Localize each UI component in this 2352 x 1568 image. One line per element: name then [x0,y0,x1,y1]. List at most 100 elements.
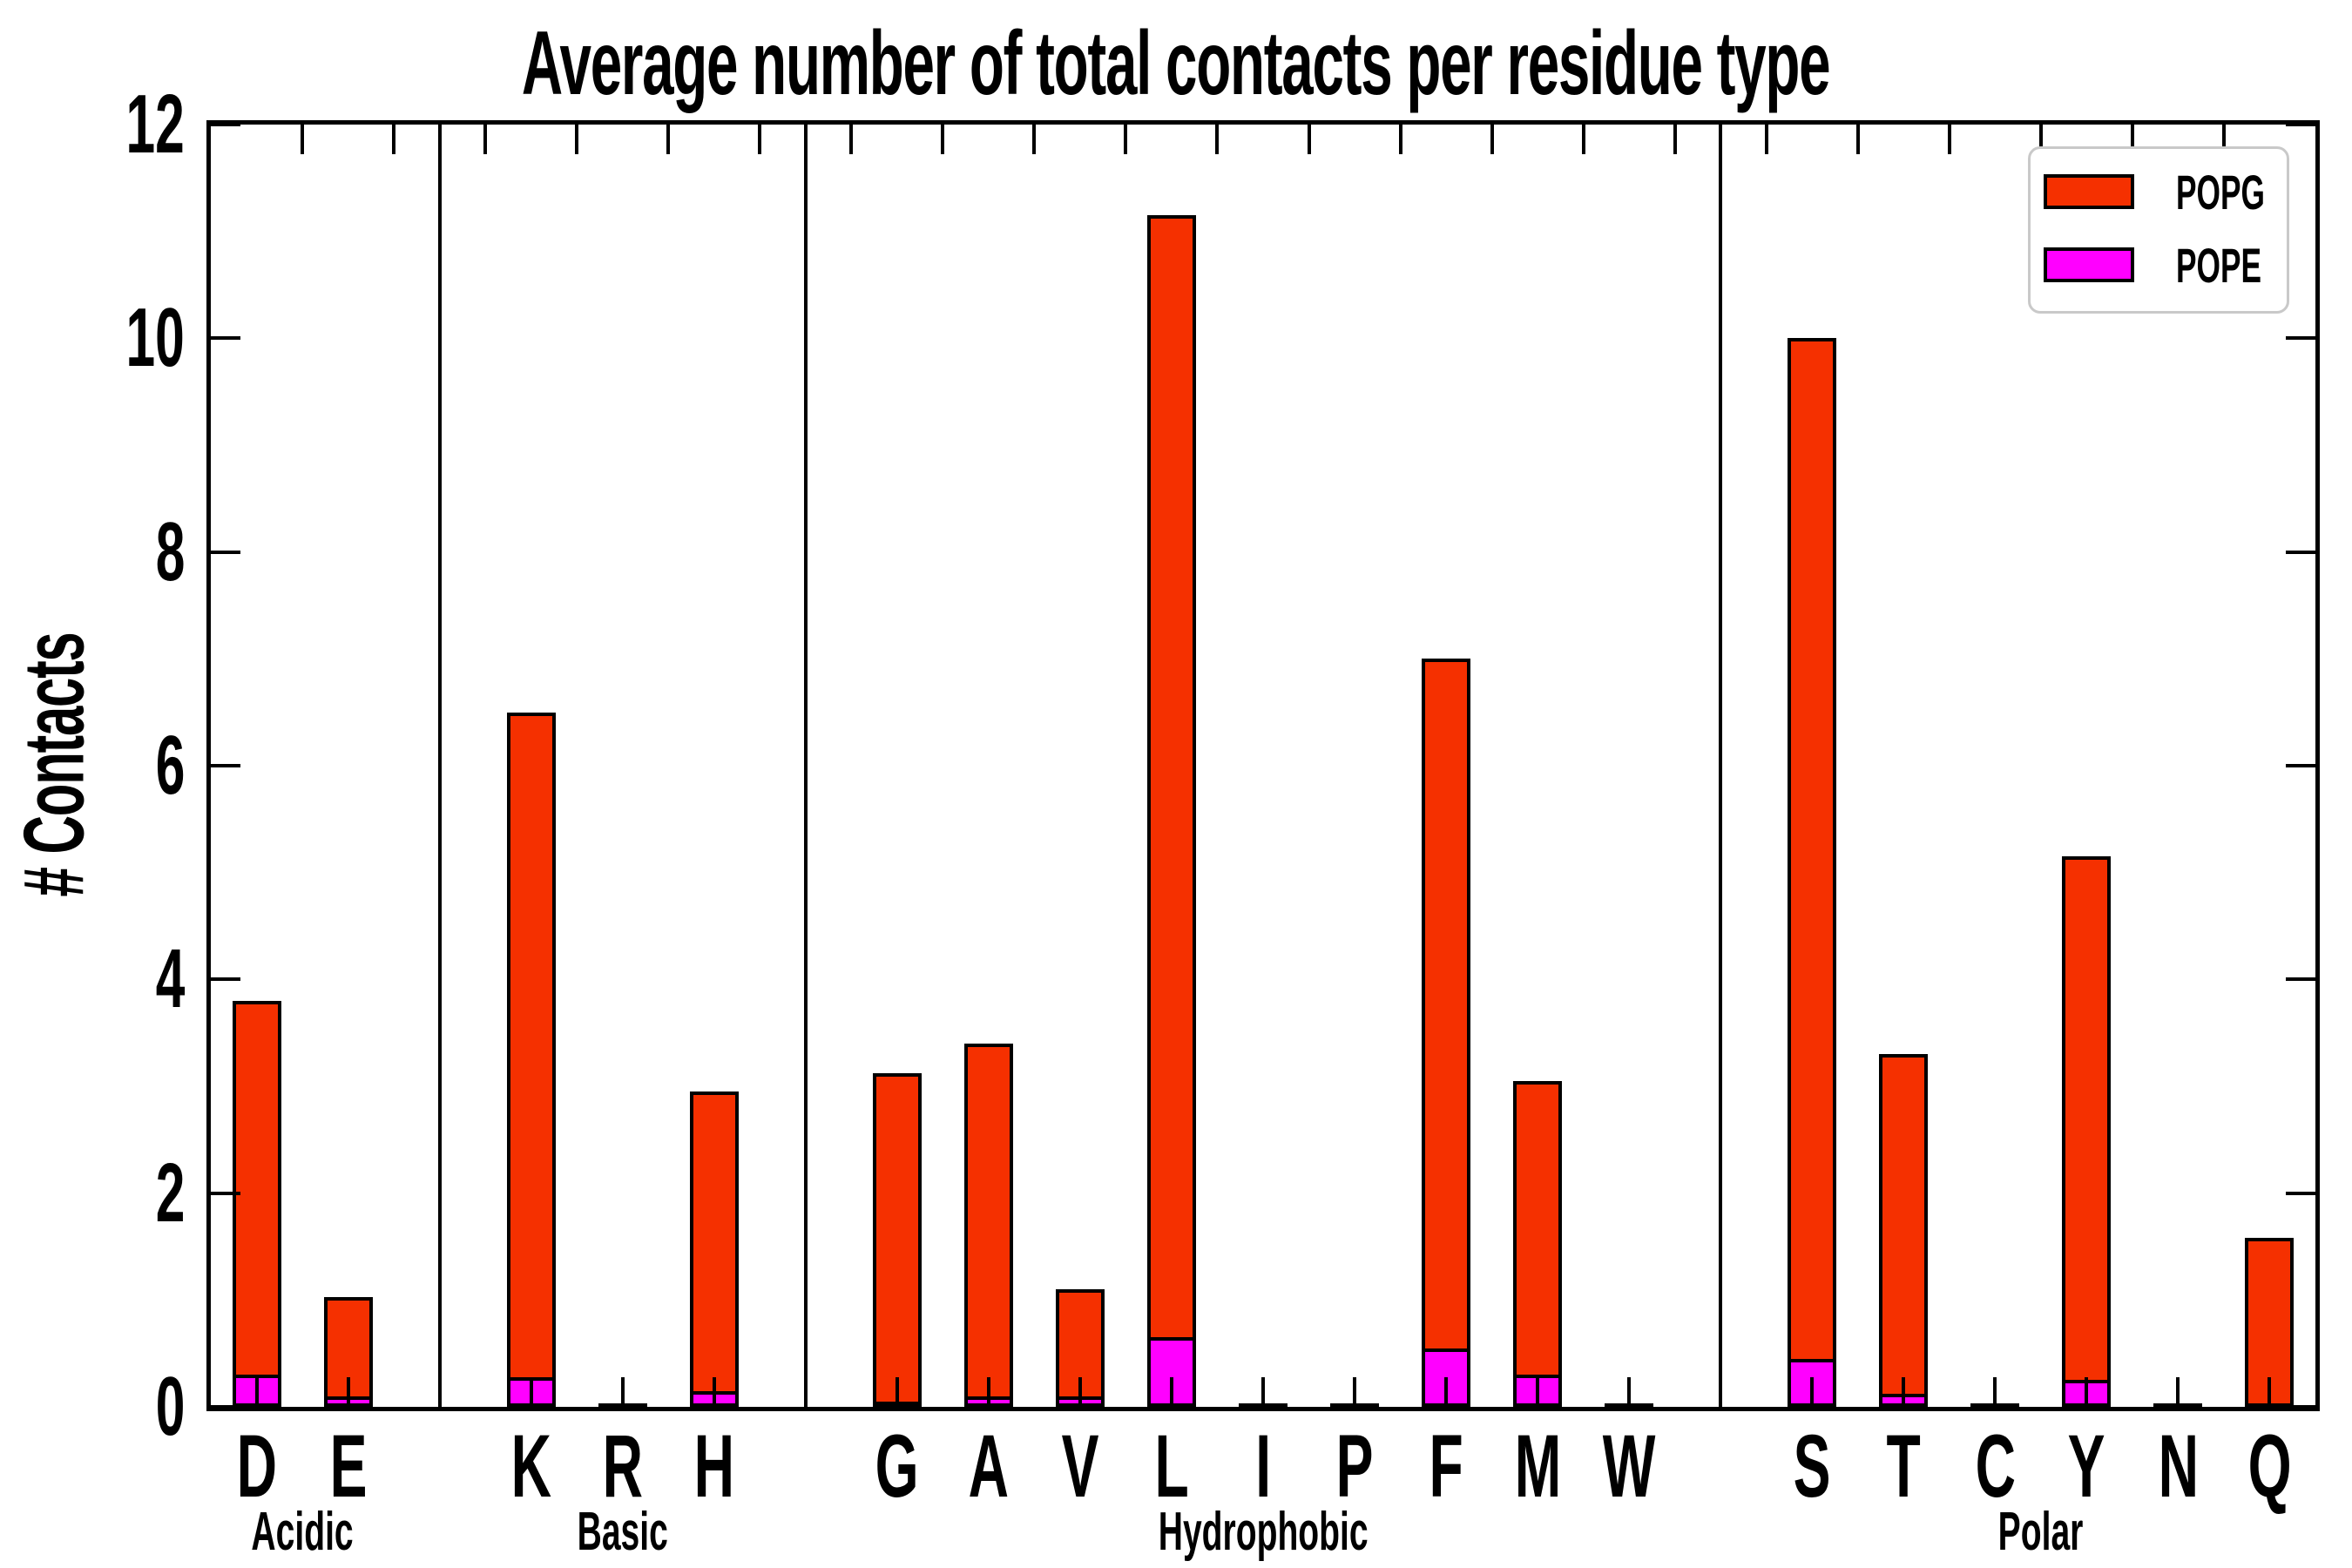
legend-row-pope: POPE [2044,238,2287,293]
bar-segment-popg-A [963,1043,1013,1396]
top-tick-8 [941,125,945,154]
top-tick-18 [1855,125,1860,154]
group-separator-1 [803,125,808,1407]
y-tick-label-text: 0 [155,1360,185,1453]
top-tick-22 [2221,125,2226,154]
top-tick-6 [758,125,762,154]
x-tick-T [1902,1377,1906,1407]
x-tick-H [712,1377,716,1407]
x-tick-M [1536,1377,1540,1407]
top-tick-12 [1307,125,1311,154]
top-tick-3 [483,125,488,154]
x-label-F: F [1350,1418,1542,1514]
x-tick-Q [2268,1377,2272,1407]
bar-segment-popg-M [1513,1080,1563,1375]
x-label-text: R [602,1416,643,1516]
y-tick-label-2: 2 [0,1141,185,1246]
bar-segment-popg-F [1422,659,1471,1348]
x-label-T: T [1808,1418,1999,1514]
group-label-polar: Polar [1780,1502,2302,1563]
x-label-text: I [1255,1416,1271,1516]
y-tick-left-12 [211,123,240,126]
x-label-Q: Q [2173,1418,2352,1514]
x-tick-R [620,1377,625,1407]
y-tick-right-12 [2286,123,2315,126]
bar-segment-popg-S [1788,338,1837,1359]
x-label-text: L [1154,1416,1189,1516]
x-label-G: G [801,1418,993,1514]
x-tick-P [1353,1377,1357,1407]
x-label-text: H [693,1416,734,1516]
legend-label-text: POPG [2176,164,2265,220]
top-tick-14 [1490,125,1494,154]
y-tick-right-4 [2286,977,2315,982]
y-tick-label-6: 6 [0,713,185,818]
legend-swatch-popg [2044,174,2134,209]
x-label-text: E [329,1416,367,1516]
x-tick-E [346,1377,350,1407]
top-tick-9 [1032,125,1037,154]
top-tick-2 [392,125,396,154]
chart-title: Average number of total contacts per res… [0,12,2352,116]
y-tick-right-6 [2286,764,2315,767]
x-label-V: V [984,1418,1176,1514]
x-tick-A [986,1377,990,1407]
bar-segment-popg-Y [2062,856,2112,1381]
group-label-text: Polar [1998,1502,2084,1562]
x-label-text: D [236,1416,277,1516]
legend-label-pope: POPE [2176,237,2312,294]
y-tick-label-4: 4 [0,927,185,1031]
bar-segment-popg-K [506,712,556,1377]
x-label-text: T [1886,1416,1921,1516]
y-tick-label-text: 10 [125,291,185,385]
bar-segment-popg-G [872,1073,922,1402]
x-label-N: N [2082,1418,2274,1514]
top-tick-20 [2038,125,2043,154]
x-label-text: F [1429,1416,1463,1516]
x-tick-G [895,1377,899,1407]
y-tick-label-0: 0 [0,1355,185,1459]
y-tick-label-text: 8 [155,504,185,598]
x-tick-K [529,1377,533,1407]
y-tick-right-8 [2286,550,2315,554]
x-tick-C [1993,1377,1997,1407]
y-tick-label-text: 2 [155,1146,185,1240]
x-label-A: A [893,1418,1085,1514]
x-label-C: C [1899,1418,2091,1514]
x-label-R: R [527,1418,719,1514]
x-label-text: Y [2067,1416,2105,1516]
legend-label-text: POPE [2176,237,2262,293]
x-label-text: A [968,1416,1010,1516]
bar-segment-popg-H [689,1092,739,1391]
x-label-K: K [436,1418,627,1514]
x-label-P: P [1259,1418,1450,1514]
x-label-S: S [1716,1418,1908,1514]
x-tick-F [1444,1377,1449,1407]
top-tick-19 [1947,125,1951,154]
group-separator-0 [437,125,442,1407]
y-tick-label-12: 12 [0,72,185,177]
x-label-text: K [510,1416,551,1516]
x-label-D: D [161,1418,353,1514]
x-label-text: C [1975,1416,2016,1516]
y-tick-right-10 [2286,336,2315,341]
top-tick-16 [1673,125,1677,154]
legend-swatch-pope [2044,247,2134,282]
x-tick-S [1810,1377,1815,1407]
chart-title-text: Average number of total contacts per res… [522,13,1831,114]
y-tick-left-6 [211,764,240,767]
top-tick-1 [301,125,305,154]
x-label-L: L [1076,1418,1267,1514]
x-label-text: Q [2247,1416,2292,1516]
x-tick-D [254,1377,259,1407]
x-label-text: G [875,1416,919,1516]
x-label-text: V [1061,1416,1099,1516]
y-tick-left-4 [211,977,240,982]
top-tick-17 [1764,125,1768,154]
group-label-acidic: Acidic [41,1502,564,1563]
x-tick-Y [2085,1377,2089,1407]
y-tick-right-2 [2286,1191,2315,1195]
group-label-hydrophobic: Hydrophobic [1002,1502,1524,1563]
x-tick-N [2176,1377,2180,1407]
